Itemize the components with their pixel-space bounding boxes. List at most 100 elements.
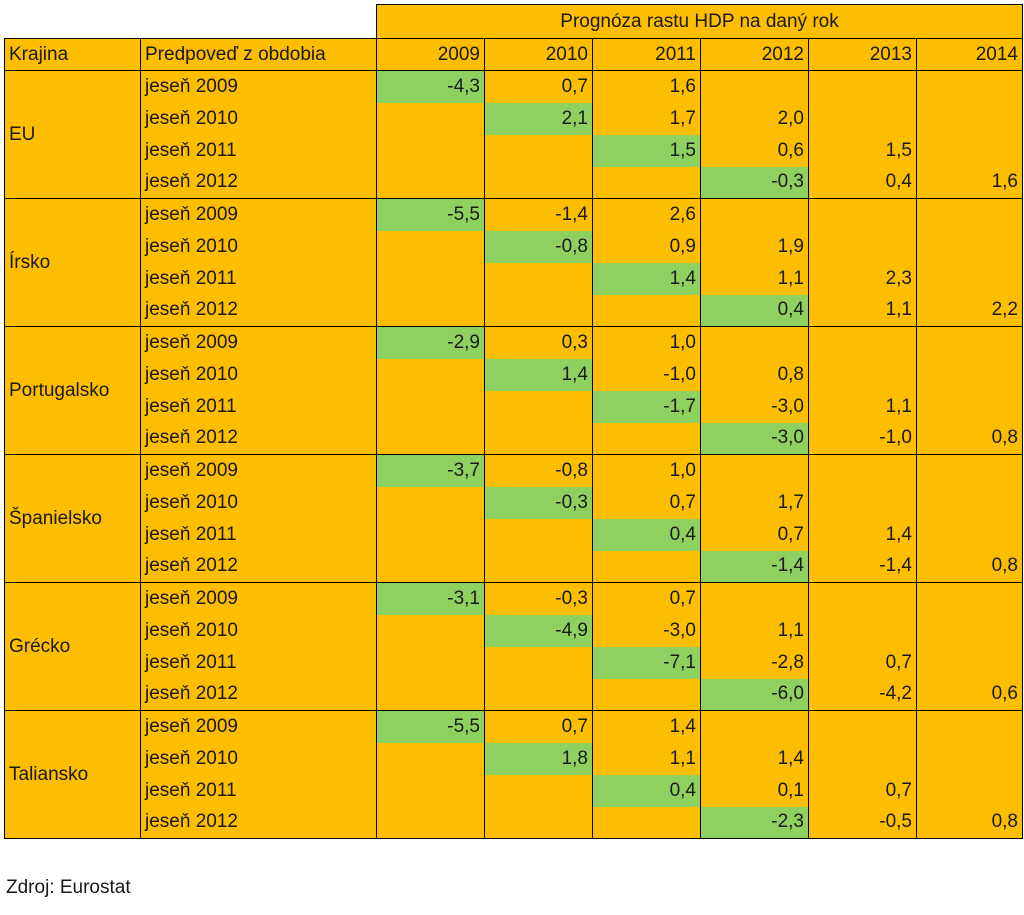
- value-cell: 1,1: [592, 742, 701, 775]
- value-cell: [484, 166, 593, 199]
- value-cell: 0,8: [916, 806, 1023, 839]
- value-cell: 0,8: [916, 550, 1023, 583]
- value-cell: [484, 518, 593, 551]
- value-cell: [376, 230, 485, 263]
- table-row: jeseň 2012 -0,3 0,4 1,6: [5, 166, 1023, 199]
- highlighted-value-cell: 0,4: [700, 294, 809, 327]
- value-cell: [916, 614, 1023, 647]
- value-cell: 0,4: [808, 166, 917, 199]
- value-cell: [700, 198, 809, 231]
- value-cell: [484, 422, 593, 455]
- value-cell: [916, 134, 1023, 167]
- value-cell: [376, 774, 485, 807]
- period-cell: jeseň 2012: [140, 550, 377, 583]
- period-cell: jeseň 2011: [140, 774, 377, 807]
- value-cell: [700, 710, 809, 743]
- value-cell: [376, 806, 485, 839]
- value-cell: [916, 358, 1023, 391]
- value-cell: [376, 390, 485, 423]
- value-cell: [916, 774, 1023, 807]
- period-cell: jeseň 2009: [140, 70, 377, 103]
- highlighted-value-cell: -6,0: [700, 678, 809, 711]
- value-cell: [808, 326, 917, 359]
- value-cell: 1,7: [700, 486, 809, 519]
- country-cell: EU: [4, 70, 141, 199]
- empty-corner-cell: [4, 4, 377, 39]
- period-cell: jeseň 2010: [140, 614, 377, 647]
- value-cell: -0,8: [484, 454, 593, 487]
- header-year: 2010: [484, 38, 593, 71]
- table-row: EU jeseň 2009 -4,3 0,7 1,6: [4, 70, 1023, 199]
- period-cell: jeseň 2012: [140, 166, 377, 199]
- highlighted-value-cell: 1,4: [484, 358, 593, 391]
- highlighted-value-cell: 2,1: [484, 102, 593, 135]
- value-cell: [808, 70, 917, 103]
- value-cell: [808, 614, 917, 647]
- table-row: jeseň 2012 -1,4 -1,4 0,8: [5, 550, 1023, 583]
- value-cell: [484, 678, 593, 711]
- table-row: jeseň 2012 -3,0 -1,0 0,8: [5, 422, 1023, 455]
- value-cell: [592, 166, 701, 199]
- value-cell: 2,6: [592, 198, 701, 231]
- value-cell: [376, 358, 485, 391]
- value-cell: [808, 102, 917, 135]
- header-year: 2012: [700, 38, 809, 71]
- period-cell: jeseň 2009: [140, 582, 377, 615]
- period-cell: jeseň 2009: [140, 454, 377, 487]
- table-row: jeseň 2010 1,4 -1,0 0,8: [5, 358, 1023, 391]
- value-cell: 1,6: [592, 70, 701, 103]
- value-cell: 1,5: [808, 134, 917, 167]
- highlighted-value-cell: -1,7: [592, 390, 701, 423]
- value-cell: [376, 486, 485, 519]
- value-cell: [808, 582, 917, 615]
- value-cell: 1,0: [592, 454, 701, 487]
- period-cell: jeseň 2012: [140, 294, 377, 327]
- value-cell: [484, 550, 593, 583]
- value-cell: [808, 454, 917, 487]
- table-row: Grécko jeseň 2009 -3,1 -0,3 0,7: [4, 582, 1023, 711]
- table-row: Írsko jeseň 2009 -5,5 -1,4 2,6: [4, 198, 1023, 327]
- value-cell: 0,7: [592, 582, 701, 615]
- value-cell: [916, 646, 1023, 679]
- highlighted-value-cell: -2,9: [376, 326, 485, 359]
- value-cell: 2,3: [808, 262, 917, 295]
- value-cell: 1,1: [808, 390, 917, 423]
- highlighted-value-cell: -4,3: [376, 70, 485, 103]
- value-cell: [808, 710, 917, 743]
- value-cell: 1,0: [592, 326, 701, 359]
- table-row: jeseň 2011 0,4 0,1 0,7: [5, 774, 1023, 807]
- value-cell: 1,1: [700, 614, 809, 647]
- value-cell: [700, 70, 809, 103]
- value-cell: 0,8: [916, 422, 1023, 455]
- value-cell: 0,8: [700, 358, 809, 391]
- value-cell: [484, 390, 593, 423]
- table-row: jeseň 2010 -4,9 -3,0 1,1: [5, 614, 1023, 647]
- highlighted-value-cell: -2,3: [700, 806, 809, 839]
- highlighted-value-cell: -3,1: [376, 582, 485, 615]
- country-cell: Španielsko: [4, 454, 141, 583]
- value-cell: 1,1: [700, 262, 809, 295]
- value-cell: 1,4: [592, 710, 701, 743]
- value-cell: 0,1: [700, 774, 809, 807]
- value-cell: [916, 454, 1023, 487]
- value-cell: [592, 806, 701, 839]
- value-cell: [916, 326, 1023, 359]
- period-cell: jeseň 2012: [140, 806, 377, 839]
- value-cell: -4,2: [808, 678, 917, 711]
- value-cell: 1,9: [700, 230, 809, 263]
- value-cell: [484, 646, 593, 679]
- value-cell: [592, 678, 701, 711]
- value-cell: 1,1: [808, 294, 917, 327]
- value-cell: [376, 518, 485, 551]
- value-cell: [700, 454, 809, 487]
- table-row: Portugalsko jeseň 2009 -2,9 0,3 1,0: [4, 326, 1023, 455]
- period-cell: jeseň 2011: [140, 390, 377, 423]
- header-country: Krajina: [4, 38, 141, 71]
- value-cell: [376, 678, 485, 711]
- value-cell: -0,3: [484, 582, 593, 615]
- value-cell: [484, 294, 593, 327]
- highlighted-value-cell: -4,9: [484, 614, 593, 647]
- forecast-table: Prognóza rastu HDP na daný rok Krajina P…: [4, 4, 1023, 839]
- value-cell: 1,4: [808, 518, 917, 551]
- highlighted-value-cell: -3,7: [376, 454, 485, 487]
